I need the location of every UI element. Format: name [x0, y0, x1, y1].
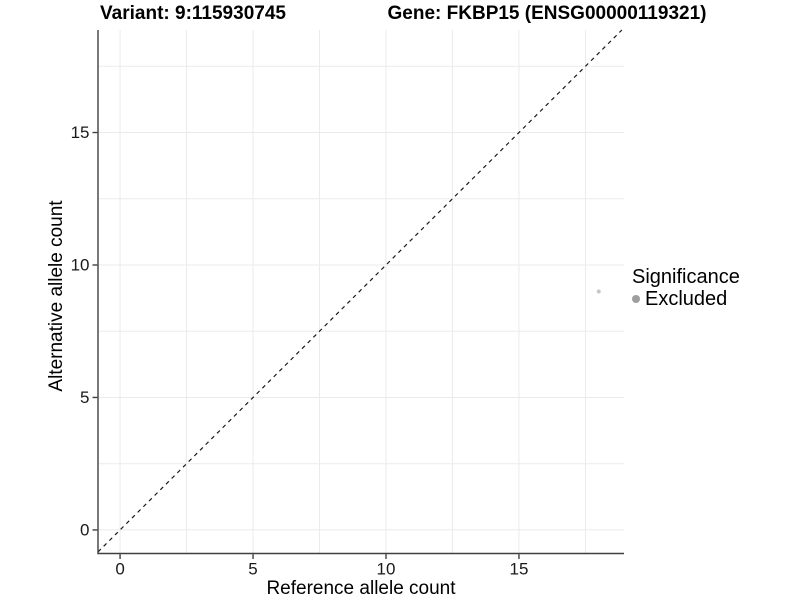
y-tick-label: 0	[80, 520, 89, 539]
legend-point-icon	[632, 295, 640, 303]
y-tick-label: 10	[71, 255, 90, 274]
legend: Significance Excluded	[632, 266, 740, 310]
legend-item-excluded: Excluded	[632, 288, 740, 310]
x-tick-label: 15	[509, 560, 528, 579]
x-tick-label: 10	[377, 560, 396, 579]
legend-item-label: Excluded	[645, 288, 728, 310]
legend-title: Significance	[632, 266, 740, 288]
x-tick-label: 0	[115, 560, 124, 579]
x-axis-label: Reference allele count	[266, 578, 456, 599]
y-axis-label: Alternative allele count	[46, 200, 67, 392]
x-tick-label: 5	[248, 560, 257, 579]
gene-title: Gene: FKBP15 (ENSG00000119321)	[387, 3, 707, 24]
identity-line	[97, 29, 623, 553]
variant-title: Variant: 9:115930745	[100, 3, 286, 24]
y-tick-label: 15	[71, 123, 90, 142]
data-point	[596, 289, 601, 294]
y-tick-label: 5	[80, 388, 89, 407]
